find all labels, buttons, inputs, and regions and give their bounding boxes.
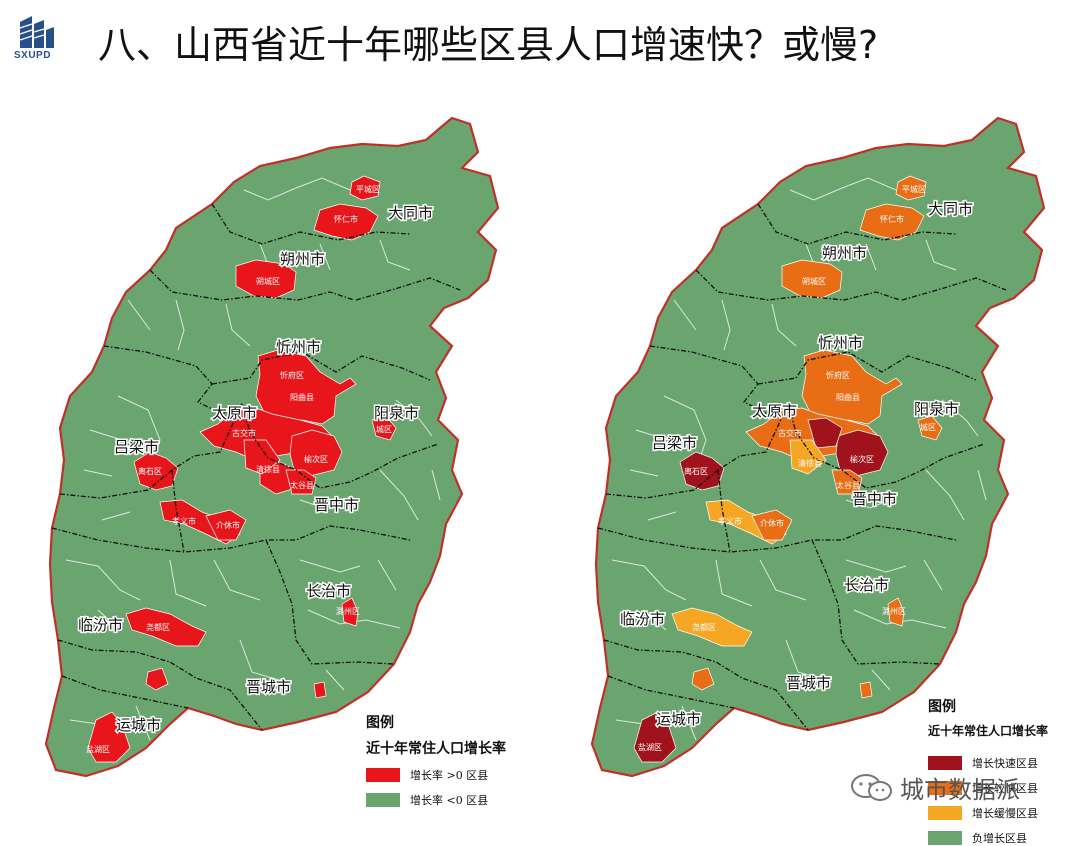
- left-legend-label: 增长率 <0 区县: [410, 794, 489, 807]
- right-legend-label: 增长快速区县: [972, 757, 1038, 770]
- left-dlabel-jiexiu: 介休市: [216, 520, 240, 530]
- left-label-changzhi: 长治市: [306, 582, 351, 600]
- right-dlabel-luzhou: 潞州区: [882, 606, 906, 616]
- right-legend-swatch-green: [928, 831, 962, 845]
- watermark: 城市数据派: [850, 770, 1020, 805]
- right-map-city-labels: 大同市 朔州市 忻州市 太原市 阳泉市 吕梁市 晋中市 长治市 临汾市 晋城市 …: [619, 199, 975, 730]
- left-dlabel-yanhu: 盐湖区: [86, 744, 110, 754]
- right-label-taiyuan: 太原市: [752, 402, 797, 420]
- right-dlabel-chengqu: 城区: [920, 423, 936, 432]
- left-dlabel-qingxu: 清徐县: [256, 464, 280, 474]
- left-label-jincheng: 晋城市: [246, 678, 291, 696]
- left-label-yuncheng: 运城市: [116, 716, 161, 734]
- right-dlabel-yuci: 榆次区: [850, 454, 874, 464]
- left-dlabel-yuci: 榆次区: [304, 454, 328, 464]
- right-dlabel-taigu: 太谷县: [836, 480, 860, 490]
- right-legend-item-fast: 增长快速区县: [928, 755, 1048, 771]
- left-label-taiyuan: 太原市: [212, 404, 257, 422]
- left-legend-label: 增长率 >0 区县: [410, 769, 489, 782]
- right-dlabel-yaodu: 尧都区: [692, 622, 716, 632]
- right-dlabel-qingxu: 清徐县: [798, 458, 822, 468]
- left-dlabel-taigu: 太谷县: [290, 480, 314, 490]
- left-legend-swatch-green: [366, 793, 400, 807]
- right-dlabel-yangqu: 阳曲县: [836, 392, 860, 402]
- right-legend-swatch-darkred: [928, 756, 962, 770]
- left-dlabel-xinfu: 忻府区: [280, 370, 304, 380]
- right-dlabel-jiexiu: 介休市: [760, 518, 784, 528]
- sxupd-logo: [19, 16, 54, 48]
- logo-text: SXUPD: [14, 50, 51, 61]
- right-legend-label: 增长缓慢区县: [972, 807, 1038, 820]
- page-title: 八、山西省近十年哪些区县人口增速快？或慢?: [98, 23, 879, 67]
- wechat-icon: [851, 773, 892, 801]
- left-map-district-labels: 平城区 怀仁市 朔城区 忻府区 阳曲县 古交市 清徐县 榆次区 太谷县 离石区 …: [86, 185, 392, 754]
- left-label-shuozhou: 朔州市: [280, 250, 325, 268]
- left-dlabel-yangqu: 阳曲县: [290, 392, 314, 402]
- left-legend-title: 图例: [366, 715, 394, 731]
- right-legend-swatch-orange: [928, 781, 962, 795]
- left-dlabel-pingcheng: 平城区: [356, 185, 380, 194]
- right-label-lvliang: 吕梁市: [652, 434, 697, 452]
- right-legend-label: 增长较快区县: [972, 782, 1038, 795]
- right-map-district-labels: 平城区 怀仁市 朔城区 忻府区 阳曲县 古交市 清徐县 榆次区 太谷县 离石区 …: [638, 185, 936, 752]
- right-legend-item-negative: 负增长区县: [928, 830, 1048, 846]
- right-legend-title: 图例: [928, 699, 956, 715]
- right-legend-swatch-yellow: [928, 806, 962, 820]
- left-legend-item-positive: 增长率 >0 区县: [366, 767, 506, 783]
- right-dlabel-gujiao: 古交市: [778, 428, 802, 438]
- left-dlabel-chengqu: 城区: [376, 425, 392, 434]
- left-map-city-labels: 大同市 朔州市 忻州市 太原市 阳泉市 吕梁市 晋中市 长治市 临汾市 晋城市 …: [77, 203, 435, 736]
- left-label-datong: 大同市: [388, 204, 433, 222]
- left-legend-swatch-red: [366, 768, 400, 782]
- right-label-xinzhou: 忻州市: [818, 334, 863, 352]
- right-map: 大同市 朔州市 忻州市 太原市 阳泉市 吕梁市 晋中市 长治市 临汾市 晋城市 …: [590, 116, 1046, 778]
- left-dlabel-yaodu: 尧都区: [146, 622, 170, 632]
- right-label-yuncheng: 运城市: [656, 710, 701, 728]
- left-legend-item-negative: 增长率 <0 区县: [366, 792, 506, 808]
- right-legend-label: 负增长区县: [972, 832, 1027, 845]
- left-legend: 图例 近十年常住人口增长率 增长率 >0 区县 增长率 <0 区县: [366, 712, 506, 808]
- right-legend-item-quick: 增长较快区县: [928, 780, 1048, 796]
- left-label-jinzhong: 晋中市: [314, 496, 359, 514]
- right-legend-item-slow: 增长缓慢区县: [928, 805, 1048, 821]
- right-legend: 图例 近十年常住人口增长率 增长快速区县 增长较快区县 增长缓慢区县 负增长区县: [928, 696, 1048, 846]
- right-map-growth-districts: [633, 175, 943, 763]
- left-dlabel-luzhou: 潞州区: [336, 606, 360, 616]
- right-dlabel-yanhu: 盐湖区: [638, 742, 662, 752]
- right-dlabel-lishi: 离石区: [684, 466, 708, 476]
- left-dlabel-gujiao: 古交市: [232, 428, 256, 438]
- right-dlabel-xiaoyi: 孝义市: [718, 516, 742, 526]
- left-map: 大同市 朔州市 忻州市 太原市 阳泉市 吕梁市 晋中市 长治市 临汾市 晋城市 …: [44, 116, 500, 778]
- right-label-datong: 大同市: [928, 200, 973, 218]
- right-label-jincheng: 晋城市: [786, 674, 831, 692]
- left-dlabel-xiaoyi: 孝义市: [172, 516, 196, 526]
- left-label-linfen: 临汾市: [78, 616, 123, 634]
- left-label-xinzhou: 忻州市: [276, 338, 321, 356]
- left-label-yangquan: 阳泉市: [374, 404, 419, 422]
- right-dlabel-shuocheng: 朔城区: [802, 276, 826, 286]
- right-dlabel-xinfu: 忻府区: [826, 370, 850, 380]
- left-dlabel-huairen: 怀仁市: [334, 214, 358, 224]
- right-label-jinzhong: 晋中市: [852, 490, 897, 508]
- right-label-yangquan: 阳泉市: [914, 400, 959, 418]
- left-label-lvliang: 吕梁市: [114, 438, 159, 456]
- right-label-changzhi: 长治市: [844, 576, 889, 594]
- left-legend-subtitle: 近十年常住人口增长率: [366, 741, 506, 757]
- right-label-linfen: 临汾市: [620, 610, 665, 628]
- right-label-shuozhou: 朔州市: [822, 244, 867, 262]
- right-dlabel-pingcheng: 平城区: [902, 185, 926, 194]
- watermark-text: 城市数据派: [900, 776, 1020, 804]
- right-dlabel-huairen: 怀仁市: [880, 214, 904, 224]
- left-dlabel-shuocheng: 朔城区: [256, 276, 280, 286]
- right-legend-subtitle: 近十年常住人口增长率: [928, 724, 1049, 738]
- left-dlabel-lishi: 离石区: [138, 466, 162, 476]
